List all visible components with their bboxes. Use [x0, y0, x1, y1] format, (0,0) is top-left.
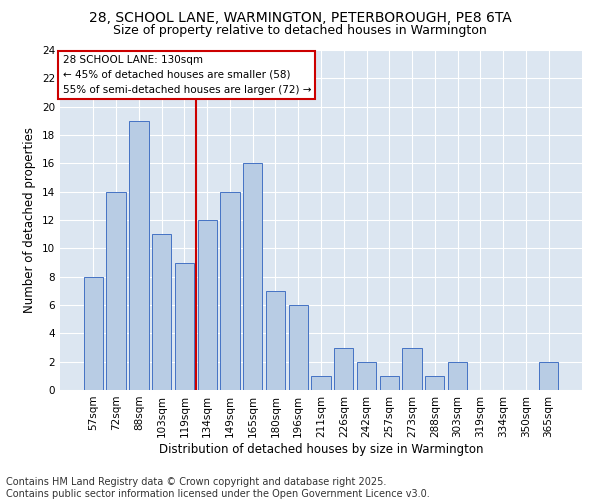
Bar	[175, 262, 194, 390]
Bar	[334, 348, 353, 390]
Bar	[357, 362, 376, 390]
Bar	[220, 192, 239, 390]
Bar	[152, 234, 172, 390]
Bar	[197, 220, 217, 390]
Text: Contains HM Land Registry data © Crown copyright and database right 2025.
Contai: Contains HM Land Registry data © Crown c…	[6, 478, 430, 499]
Bar	[243, 164, 262, 390]
Bar	[289, 305, 308, 390]
Bar	[448, 362, 467, 390]
Bar	[84, 276, 103, 390]
Bar	[266, 291, 285, 390]
Bar	[129, 121, 149, 390]
Bar	[539, 362, 558, 390]
Y-axis label: Number of detached properties: Number of detached properties	[23, 127, 37, 313]
X-axis label: Distribution of detached houses by size in Warmington: Distribution of detached houses by size …	[159, 442, 483, 456]
Text: 28 SCHOOL LANE: 130sqm
← 45% of detached houses are smaller (58)
55% of semi-det: 28 SCHOOL LANE: 130sqm ← 45% of detached…	[62, 55, 311, 94]
Text: 28, SCHOOL LANE, WARMINGTON, PETERBOROUGH, PE8 6TA: 28, SCHOOL LANE, WARMINGTON, PETERBOROUG…	[89, 11, 511, 25]
Bar	[106, 192, 126, 390]
Bar	[380, 376, 399, 390]
Bar	[403, 348, 422, 390]
Text: Size of property relative to detached houses in Warmington: Size of property relative to detached ho…	[113, 24, 487, 37]
Bar	[425, 376, 445, 390]
Bar	[311, 376, 331, 390]
